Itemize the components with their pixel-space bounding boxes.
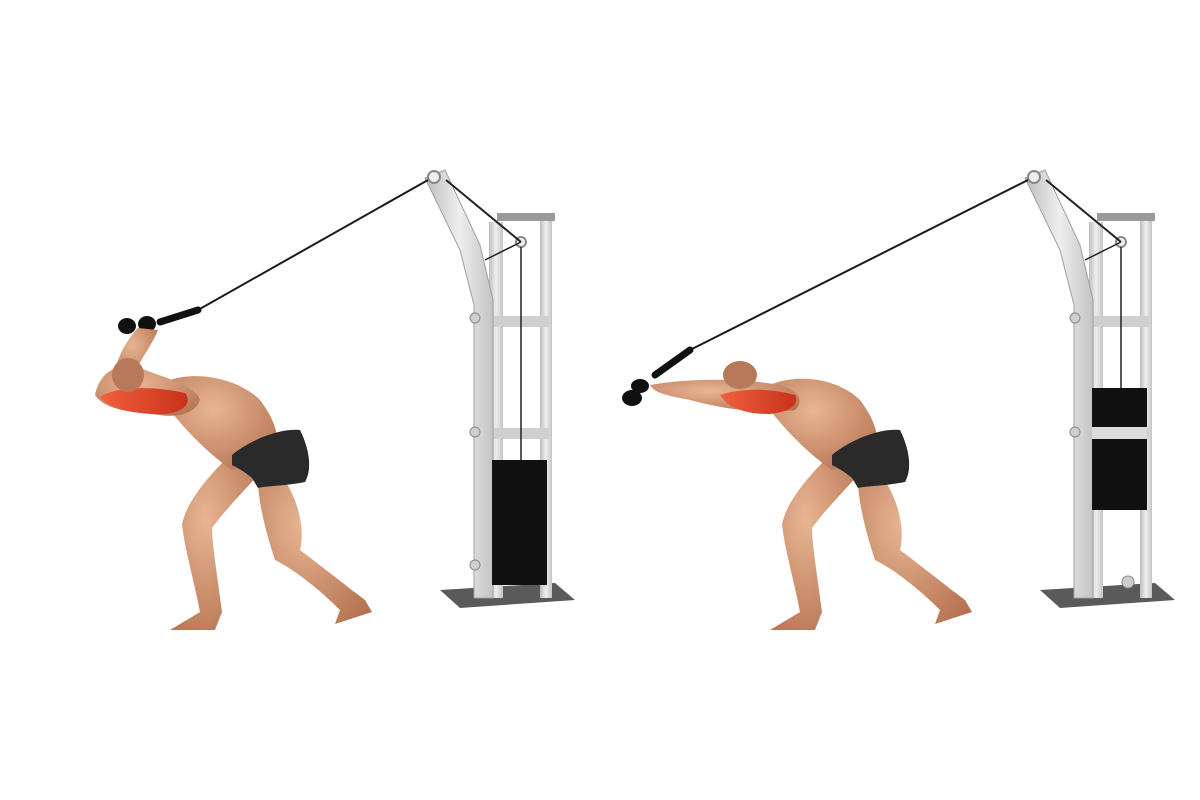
leg-front (170, 460, 258, 630)
shorts (832, 429, 910, 488)
weight-stack-icon (1092, 388, 1147, 510)
leg-back (858, 470, 972, 624)
shorts (232, 429, 310, 488)
machine-knob (469, 559, 481, 571)
machine-knob (1069, 426, 1081, 438)
base-plate (1040, 583, 1175, 608)
weight-stack-gap (1092, 427, 1147, 439)
machine-cable-inner (1045, 179, 1122, 243)
machine-knob (1121, 575, 1135, 589)
machine-arm (1024, 169, 1094, 599)
head (112, 358, 144, 392)
target-muscle-triceps (100, 388, 188, 414)
machine-crossbar (1089, 316, 1149, 327)
machine-cable-inner (484, 241, 522, 261)
machine-knob (469, 426, 481, 438)
head (723, 361, 757, 389)
athlete-start (95, 328, 372, 630)
leg-front (770, 460, 858, 630)
leg-back (258, 470, 372, 624)
athlete-finish (650, 361, 972, 630)
machine-crossbar (489, 428, 549, 439)
cable-line (689, 179, 1029, 351)
machine-arm (424, 169, 494, 599)
weight-stack-icon (492, 460, 547, 585)
cable-machine-right (1024, 169, 1175, 608)
rope-handle-icon (118, 306, 202, 334)
machine-cable-inner (1084, 241, 1122, 261)
rope-handle-icon (622, 346, 694, 406)
machine-top-bar (1097, 213, 1155, 221)
machine-knob (469, 312, 481, 324)
pulley-icon (427, 170, 441, 184)
pulley-icon (1027, 170, 1041, 184)
cable-line (197, 179, 429, 311)
cable-machine-left (424, 169, 575, 608)
base-plate (440, 583, 575, 608)
machine-crossbar (489, 316, 549, 327)
scene-start (95, 169, 575, 630)
machine-cable-inner (445, 179, 522, 243)
target-muscle-triceps (720, 389, 797, 414)
machine-top-bar (497, 213, 555, 221)
machine-knob (1069, 312, 1081, 324)
scene-finish (622, 169, 1175, 630)
